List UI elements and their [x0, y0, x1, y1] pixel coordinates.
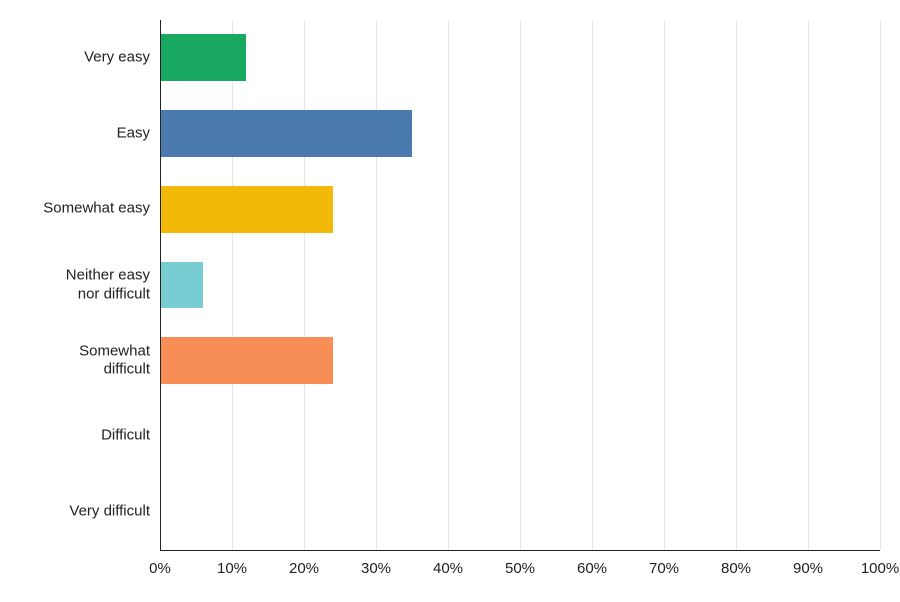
bar [160, 337, 333, 384]
bar-row: Somewhat easy [160, 171, 880, 247]
x-tick-label: 100% [861, 550, 899, 577]
y-axis-label: Difficult [2, 427, 160, 446]
y-axis-label: Somewhat easy [2, 200, 160, 219]
bar [160, 34, 246, 81]
bar [160, 186, 333, 233]
x-axis-line [160, 550, 880, 551]
bar [160, 110, 412, 157]
x-tick-label: 80% [721, 550, 751, 577]
x-tick-label: 90% [793, 550, 823, 577]
bar [160, 262, 203, 309]
bar-row: Neither easy nor difficult [160, 247, 880, 323]
bar-row: Very easy [160, 20, 880, 96]
y-axis-label: Very easy [2, 48, 160, 67]
bar-row: Difficult [160, 399, 880, 475]
y-axis-line [160, 20, 161, 550]
x-tick-label: 0% [149, 550, 171, 577]
x-tick-label: 30% [361, 550, 391, 577]
y-axis-label: Easy [2, 124, 160, 143]
bar-row: Somewhat difficult [160, 323, 880, 399]
plot-area: 0%10%20%30%40%50%60%70%80%90%100%Very ea… [160, 20, 880, 550]
bar-row: Easy [160, 96, 880, 172]
x-tick-label: 40% [433, 550, 463, 577]
x-tick-label: 50% [505, 550, 535, 577]
bar-row: Very difficult [160, 474, 880, 550]
x-tick-label: 10% [217, 550, 247, 577]
difficulty-bar-chart: 0% 10% 20% 30% 40% 50% 60% 70% 80% 90% 100% Very ea… [0, 0, 900, 602]
y-axis-label: Somewhat difficult [2, 342, 160, 380]
grid-line [880, 20, 881, 550]
y-axis-label: Very difficult [2, 503, 160, 522]
x-tick-label: 70% [649, 550, 679, 577]
y-axis-label: Neither easy nor difficult [2, 266, 160, 304]
x-tick-label: 20% [289, 550, 319, 577]
x-tick-label: 60% [577, 550, 607, 577]
